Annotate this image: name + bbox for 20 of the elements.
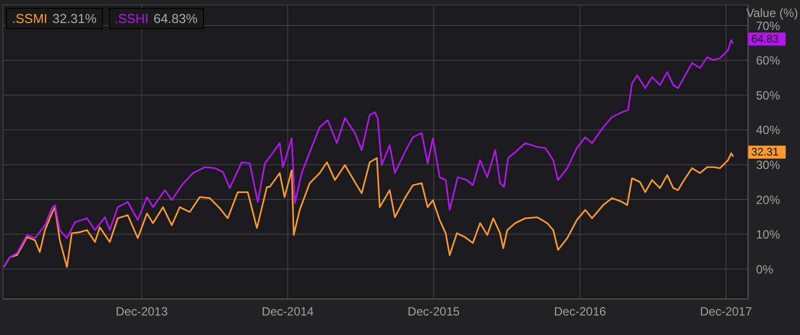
series-name-boxes: .SSMI 32.31% .SSHI 64.83% (6, 8, 204, 29)
y-tick-label: 30% (756, 158, 780, 172)
annotation: 64.83% (153, 11, 198, 26)
x-tick-label: Dec-2017 (700, 304, 752, 319)
x-tick-label: Dec-2013 (116, 304, 168, 319)
line-series (3, 39, 734, 268)
y-axis-title: Value (%) (746, 6, 798, 20)
x-tick-label: Dec-2015 (408, 304, 460, 319)
data-label: 32.31 (751, 146, 779, 159)
y-tick-label: 60% (756, 54, 780, 68)
y-tick-label: 0% (756, 262, 774, 276)
x-tick-label: Dec-2016 (554, 304, 606, 319)
y-tick-label: 50% (756, 88, 780, 102)
y-tick-label: 10% (756, 228, 780, 242)
data-label: 64.83 (751, 34, 779, 46)
x-tick-label: Dec-2014 (262, 304, 314, 319)
annotation: 32.31% (52, 11, 96, 26)
y-tick-label: 20% (756, 192, 780, 207)
y-tick-label: 70% (756, 18, 780, 33)
y-tick-label: 40% (756, 123, 780, 138)
